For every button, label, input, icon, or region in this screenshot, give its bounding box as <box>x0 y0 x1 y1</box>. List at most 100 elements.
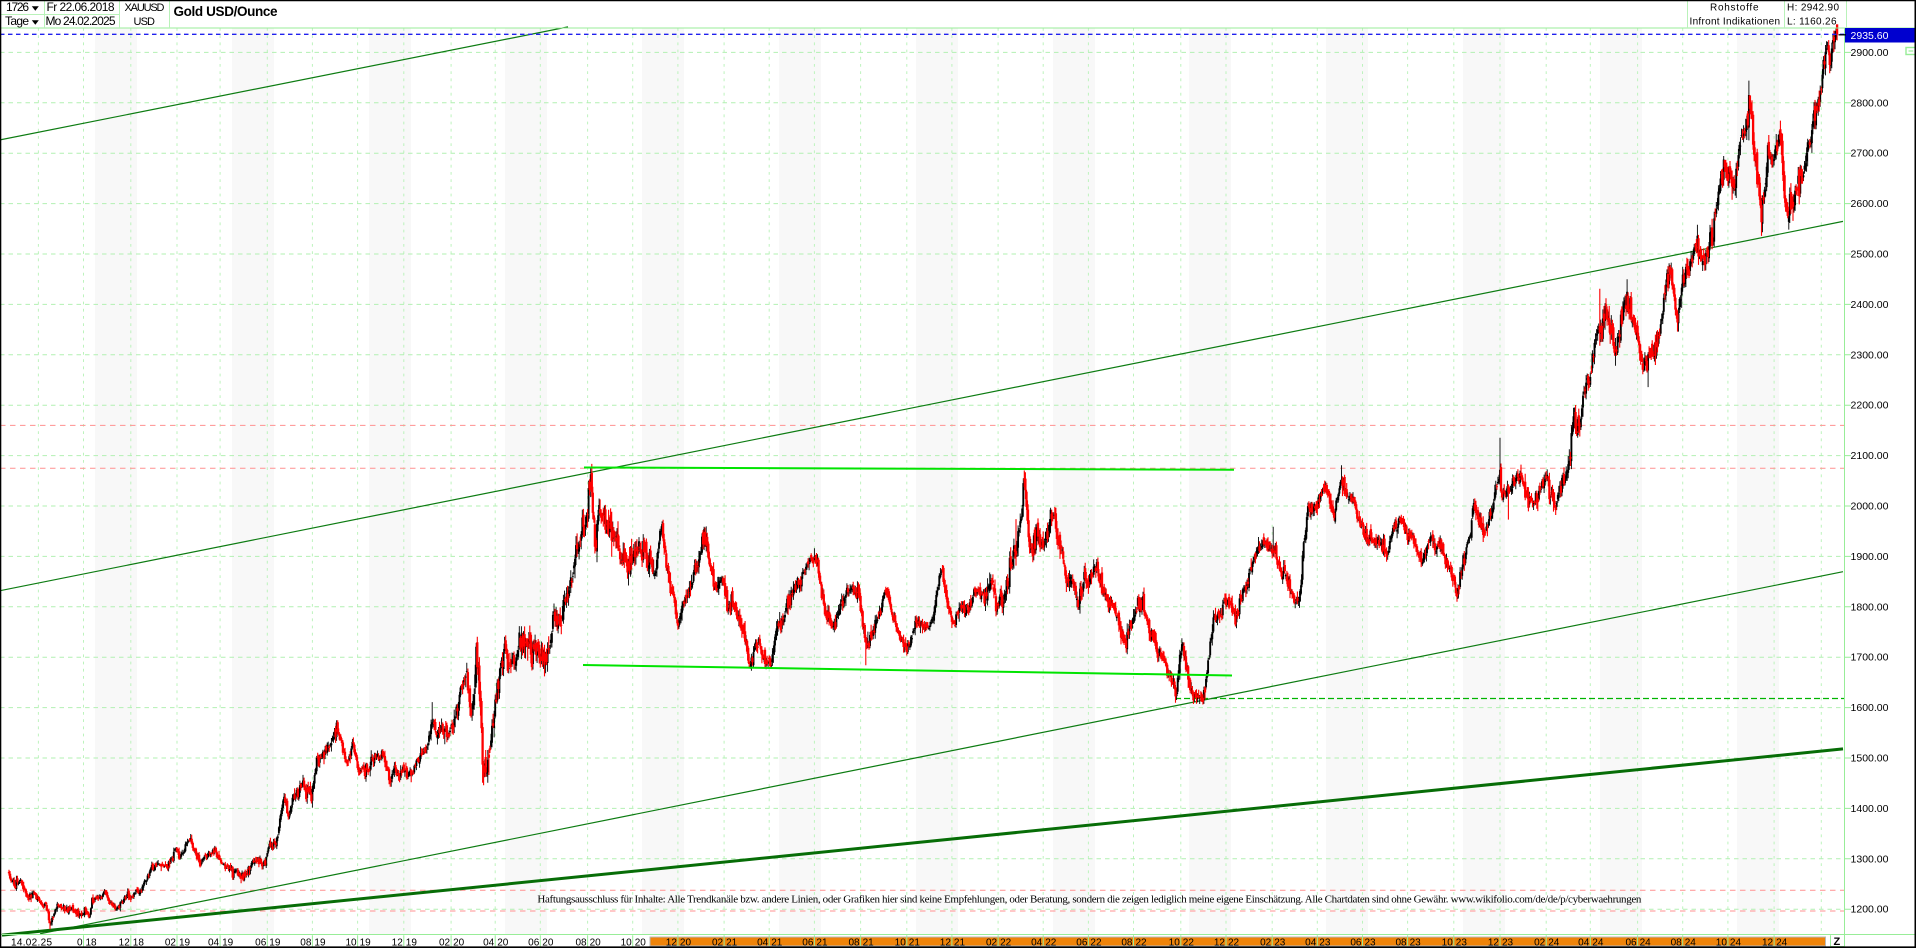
svg-text:2100.00: 2100.00 <box>1851 450 1889 462</box>
svg-text:24: 24 <box>1776 937 1788 948</box>
svg-text:23: 23 <box>1410 937 1422 948</box>
svg-text:2700.00: 2700.00 <box>1851 148 1889 160</box>
svg-text:22: 22 <box>1090 937 1102 948</box>
svg-text:2500.00: 2500.00 <box>1851 249 1889 261</box>
svg-text:21: 21 <box>726 937 738 948</box>
svg-text:19: 19 <box>314 937 326 948</box>
svg-text:H: 2942.90: H: 2942.90 <box>1787 3 1839 14</box>
svg-text:23: 23 <box>1274 937 1286 948</box>
svg-text:23: 23 <box>1365 937 1377 948</box>
svg-text:1200.00: 1200.00 <box>1851 904 1889 916</box>
svg-text:08: 08 <box>300 937 312 948</box>
svg-text:10: 10 <box>345 937 357 948</box>
svg-text:10: 10 <box>895 937 907 948</box>
svg-text:19: 19 <box>360 937 372 948</box>
svg-text:XAUUSD: XAUUSD <box>125 2 165 14</box>
svg-text:02: 02 <box>986 937 998 948</box>
svg-text:24: 24 <box>1730 937 1742 948</box>
svg-text:23: 23 <box>1502 937 1514 948</box>
svg-text:08: 08 <box>848 937 860 948</box>
svg-text:20: 20 <box>680 937 692 948</box>
svg-text:04: 04 <box>1031 937 1043 948</box>
svg-text:Rohstoffe: Rohstoffe <box>1710 3 1759 14</box>
svg-text:2800.00: 2800.00 <box>1851 97 1889 109</box>
svg-text:20: 20 <box>590 937 602 948</box>
svg-text:04: 04 <box>757 937 769 948</box>
svg-text:06: 06 <box>1625 937 1637 948</box>
svg-text:12: 12 <box>1762 937 1774 948</box>
svg-text:10: 10 <box>1716 937 1728 948</box>
svg-text:06: 06 <box>1350 937 1362 948</box>
svg-text:10: 10 <box>1169 937 1181 948</box>
svg-text:22: 22 <box>1136 937 1148 948</box>
svg-text:19: 19 <box>269 937 281 948</box>
svg-text:21: 21 <box>909 937 921 948</box>
svg-text:2000.00: 2000.00 <box>1851 501 1889 513</box>
svg-text:18: 18 <box>86 937 98 948</box>
svg-text:12: 12 <box>1488 937 1500 948</box>
svg-text:08: 08 <box>575 937 587 948</box>
svg-text:1400.00: 1400.00 <box>1851 803 1889 815</box>
svg-text:02: 02 <box>712 937 724 948</box>
svg-text:19: 19 <box>406 937 418 948</box>
svg-text:04: 04 <box>208 937 220 948</box>
svg-text:2935.60: 2935.60 <box>1851 30 1889 42</box>
svg-text:06: 06 <box>1076 937 1088 948</box>
svg-text:1300.00: 1300.00 <box>1851 853 1889 865</box>
svg-text:0: 0 <box>77 937 83 948</box>
svg-text:USD: USD <box>134 16 156 28</box>
svg-text:Fr 22.06.2018: Fr 22.06.2018 <box>47 0 115 14</box>
svg-text:10: 10 <box>621 937 633 948</box>
svg-text:02: 02 <box>1260 937 1272 948</box>
svg-text:06: 06 <box>255 937 267 948</box>
svg-text:22: 22 <box>1045 937 1057 948</box>
svg-text:12: 12 <box>940 937 952 948</box>
svg-text:08: 08 <box>1671 937 1683 948</box>
svg-text:21: 21 <box>863 937 875 948</box>
svg-text:Gold USD/Ounce: Gold USD/Ounce <box>174 4 278 19</box>
svg-text:Haftungsausschluss für Inhalte: Haftungsausschluss für Inhalte: Alle Tre… <box>537 894 1641 906</box>
svg-text:02: 02 <box>1534 937 1546 948</box>
svg-text:2300.00: 2300.00 <box>1851 349 1889 361</box>
svg-text:L: 1160.26: L: 1160.26 <box>1787 17 1837 28</box>
svg-text:23: 23 <box>1319 937 1331 948</box>
svg-text:Tage: Tage <box>5 14 29 28</box>
svg-text:04: 04 <box>483 937 495 948</box>
svg-text:23: 23 <box>1456 937 1468 948</box>
svg-text:20: 20 <box>497 937 509 948</box>
svg-text:24: 24 <box>1592 937 1604 948</box>
svg-text:04: 04 <box>1578 937 1590 948</box>
svg-text:12: 12 <box>392 937 404 948</box>
svg-text:2400.00: 2400.00 <box>1851 299 1889 311</box>
svg-text:19: 19 <box>179 937 191 948</box>
svg-text:04: 04 <box>1305 937 1317 948</box>
svg-text:Mo 24.02.2025: Mo 24.02.2025 <box>46 14 116 28</box>
svg-text:1500.00: 1500.00 <box>1851 753 1889 765</box>
svg-text:02: 02 <box>165 937 177 948</box>
svg-text:08: 08 <box>1395 937 1407 948</box>
svg-text:Z: Z <box>1834 936 1841 948</box>
svg-text:2600.00: 2600.00 <box>1851 198 1889 210</box>
svg-text:08: 08 <box>1121 937 1133 948</box>
svg-text:1900.00: 1900.00 <box>1851 551 1889 563</box>
svg-text:21: 21 <box>954 937 966 948</box>
svg-text:1700.00: 1700.00 <box>1851 652 1889 664</box>
svg-text:20: 20 <box>542 937 554 948</box>
svg-text:12: 12 <box>1214 937 1226 948</box>
svg-text:19: 19 <box>222 937 234 948</box>
svg-text:24: 24 <box>1685 937 1697 948</box>
svg-text:2200.00: 2200.00 <box>1851 400 1889 412</box>
svg-text:22: 22 <box>1183 937 1195 948</box>
svg-text:02: 02 <box>439 937 451 948</box>
svg-text:24: 24 <box>1640 937 1652 948</box>
svg-text:21: 21 <box>816 937 828 948</box>
svg-text:22: 22 <box>1228 937 1240 948</box>
svg-text:06: 06 <box>802 937 814 948</box>
svg-text:20: 20 <box>453 937 465 948</box>
svg-text:1726: 1726 <box>6 0 29 14</box>
svg-text:24: 24 <box>1548 937 1560 948</box>
svg-text:18: 18 <box>133 937 145 948</box>
svg-text:14.02.25: 14.02.25 <box>11 937 52 948</box>
svg-text:06: 06 <box>528 937 540 948</box>
svg-text:Infront Indikationen: Infront Indikationen <box>1690 17 1781 28</box>
